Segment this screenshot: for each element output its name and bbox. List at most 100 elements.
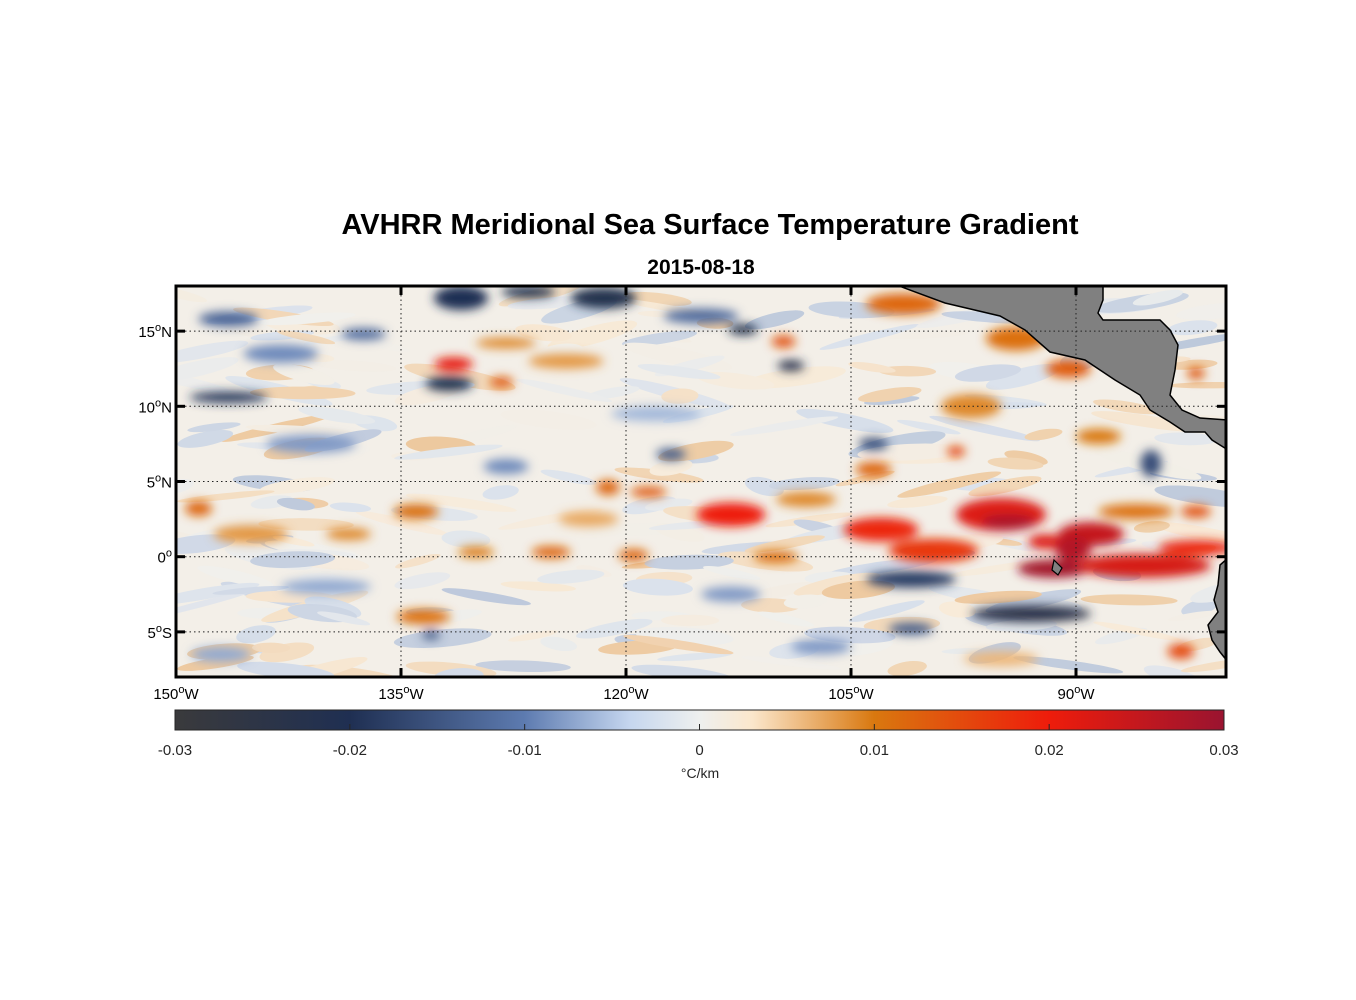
texture-streak xyxy=(176,286,208,303)
texture-streak xyxy=(744,535,825,553)
texture-streak xyxy=(938,601,977,618)
lon-tick-label: 120oW xyxy=(603,684,649,703)
negative-gradient-band xyxy=(483,459,529,474)
positive-gradient-band xyxy=(963,651,1039,667)
positive-gradient-band xyxy=(1187,367,1205,380)
negative-gradient-band xyxy=(866,571,956,588)
negative-gradient-band xyxy=(858,437,889,450)
negative-gradient-band xyxy=(243,344,319,363)
texture-streak xyxy=(765,512,853,528)
negative-gradient-band xyxy=(728,324,758,335)
texture-streak xyxy=(1154,432,1218,446)
axis-ticks: 150oW 135oW 120oW 105oW 90oW 15oN 10oN 5oN 0o 5oS xyxy=(138,286,1226,703)
texture-streak xyxy=(176,582,260,605)
lat-tick-label: 15oN xyxy=(138,322,172,341)
texture-streak xyxy=(277,330,336,345)
texture-streak xyxy=(839,638,894,656)
positive-gradient-band xyxy=(941,394,1001,419)
texture-streak xyxy=(887,661,927,677)
positive-gradient-band xyxy=(528,353,604,369)
texture-streak xyxy=(394,444,503,460)
texture-streak xyxy=(273,363,335,385)
texture-streak xyxy=(631,664,734,677)
positive-gradient-band xyxy=(476,337,536,349)
negative-gradient-band xyxy=(501,286,556,298)
gradient-field xyxy=(185,286,1226,667)
negative-gradient-band xyxy=(191,646,251,662)
texture-streak xyxy=(637,363,721,380)
texture-streak xyxy=(783,594,827,609)
lat-tick-label: 5oS xyxy=(148,623,172,642)
positive-gradient-band xyxy=(531,546,571,559)
texture-streak xyxy=(176,490,275,503)
negative-gradient-band xyxy=(701,586,761,602)
texture-streak xyxy=(236,625,276,644)
colorbar-tick-label: 0.03 xyxy=(1209,742,1238,759)
positive-gradient-band xyxy=(866,293,941,315)
negative-gradient-band xyxy=(425,376,473,392)
texture-streak xyxy=(395,553,441,569)
texture-streak xyxy=(394,572,451,590)
texture-streak xyxy=(176,357,239,383)
texture-streak xyxy=(897,419,961,435)
positive-gradient-band xyxy=(1055,537,1091,562)
texture-streak xyxy=(730,416,839,436)
colorbar: -0.03 -0.02 -0.01 0 0.01 0.02 0.03 °C/km xyxy=(158,709,1239,781)
lat-tick-label: 10oN xyxy=(138,397,172,416)
colorbar-tick-label: -0.03 xyxy=(158,742,192,759)
positive-gradient-band xyxy=(947,446,965,457)
texture-streak xyxy=(537,569,605,584)
positive-gradient-band xyxy=(981,514,1036,530)
texture-streak xyxy=(1154,485,1226,508)
texture-streak xyxy=(508,630,558,642)
texture-streak xyxy=(821,580,895,599)
texture-streak xyxy=(793,572,881,596)
texture-streak xyxy=(623,635,734,655)
texture-streak xyxy=(1167,381,1226,389)
colorbar-label: °C/km xyxy=(681,765,719,781)
positive-gradient-band xyxy=(1076,428,1121,444)
texture-streak xyxy=(317,611,371,626)
negative-gradient-band xyxy=(656,448,686,461)
negative-gradient-band xyxy=(281,579,371,595)
texture-streak xyxy=(500,409,597,430)
positive-gradient-band xyxy=(1076,553,1211,578)
lon-tick-label: 150oW xyxy=(153,684,199,703)
texture-streak xyxy=(1133,521,1170,533)
texture-streak xyxy=(237,661,335,677)
texture-streak xyxy=(393,628,492,648)
south-america-land xyxy=(1207,558,1226,661)
texture-streak xyxy=(741,656,842,670)
texture-streak xyxy=(540,469,598,485)
texture-streak xyxy=(864,396,920,405)
texture-streak xyxy=(276,497,315,511)
texture-streak xyxy=(804,626,896,644)
texture-streak xyxy=(212,585,289,595)
texture-streak xyxy=(796,408,894,433)
texture-streak xyxy=(986,619,1057,632)
texture-streak xyxy=(405,493,517,512)
negative-gradient-band xyxy=(791,639,851,655)
texture-streak xyxy=(576,618,653,639)
texture-streak xyxy=(824,557,939,577)
texture-streak xyxy=(886,331,969,340)
texture-streak xyxy=(987,457,1044,470)
lon-tick-label: 105oW xyxy=(828,684,874,703)
lat-tick-label: 0o xyxy=(158,548,172,567)
texture-streak xyxy=(1093,399,1162,415)
positive-gradient-band xyxy=(843,517,919,542)
texture-streak xyxy=(954,590,1042,604)
negative-gradient-band xyxy=(341,328,386,341)
texture-streak xyxy=(768,477,841,491)
texture-streak xyxy=(985,363,1061,390)
positive-gradient-band xyxy=(855,462,892,477)
texture-streak xyxy=(500,581,576,592)
negative-gradient-band xyxy=(422,630,440,640)
negative-gradient-band xyxy=(570,287,637,309)
texture-streak xyxy=(482,485,519,500)
texture-streak xyxy=(250,551,335,568)
texture-streak xyxy=(848,600,925,622)
colorbar-tick-label: 0.02 xyxy=(1035,742,1064,759)
positive-gradient-band xyxy=(396,609,451,625)
